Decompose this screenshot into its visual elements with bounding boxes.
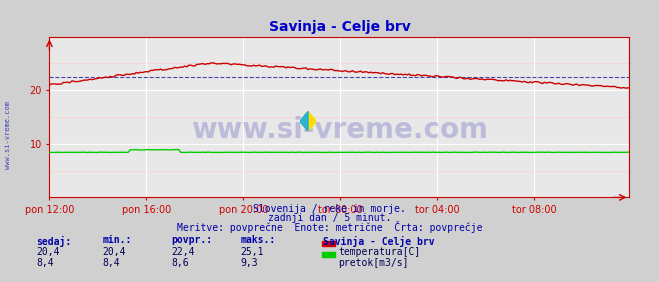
Text: 8,4: 8,4: [102, 258, 120, 268]
Text: 25,1: 25,1: [241, 247, 264, 257]
Text: maks.:: maks.:: [241, 235, 275, 245]
Text: 22,4: 22,4: [171, 247, 195, 257]
Text: pretok[m3/s]: pretok[m3/s]: [338, 258, 409, 268]
Text: temperatura[C]: temperatura[C]: [338, 247, 420, 257]
Text: povpr.:: povpr.:: [171, 235, 212, 245]
Text: 8,6: 8,6: [171, 258, 189, 268]
Text: 8,4: 8,4: [36, 258, 54, 268]
Text: Slovenija / reke in morje.: Slovenija / reke in morje.: [253, 204, 406, 214]
Text: www.si-vreme.com: www.si-vreme.com: [191, 116, 488, 144]
Text: sedaj:: sedaj:: [36, 235, 71, 246]
Text: 20,4: 20,4: [102, 247, 126, 257]
Text: www.si-vreme.com: www.si-vreme.com: [5, 101, 11, 169]
Text: zadnji dan / 5 minut.: zadnji dan / 5 minut.: [268, 213, 391, 223]
Polygon shape: [300, 111, 316, 131]
Text: Meritve: povprečne  Enote: metrične  Črta: povprečje: Meritve: povprečne Enote: metrične Črta:…: [177, 221, 482, 233]
Title: Savinja - Celje brv: Savinja - Celje brv: [268, 20, 411, 34]
Polygon shape: [300, 111, 308, 131]
Text: 9,3: 9,3: [241, 258, 258, 268]
Text: 20,4: 20,4: [36, 247, 60, 257]
Text: min.:: min.:: [102, 235, 132, 245]
Text: Savinja - Celje brv: Savinja - Celje brv: [323, 235, 434, 246]
